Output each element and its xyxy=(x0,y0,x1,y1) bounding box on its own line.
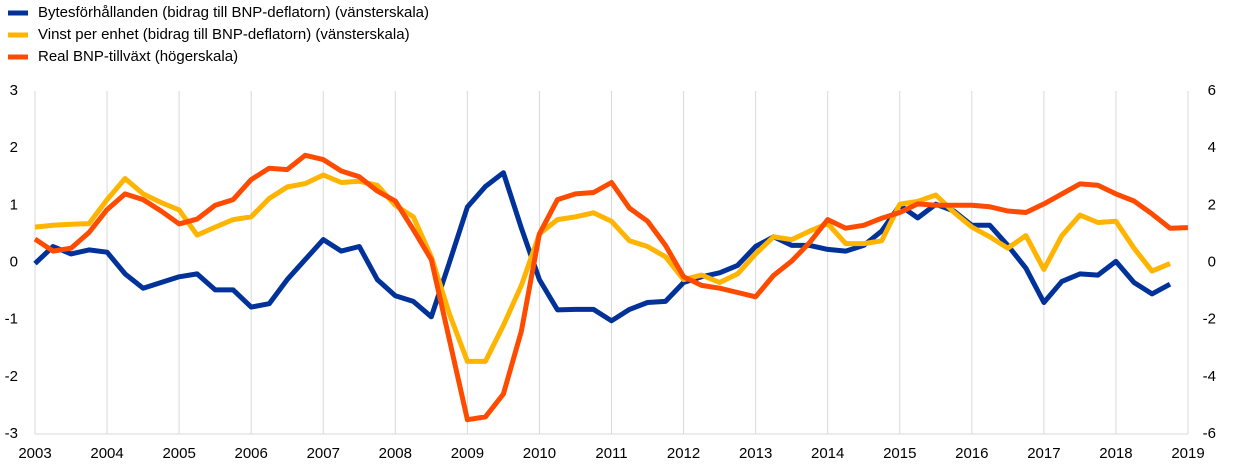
legend-label: Vinst per enhet (bidrag till BNP-deflato… xyxy=(38,26,410,43)
y2-tick-label: -6 xyxy=(1203,425,1216,442)
x-tick-label: 2012 xyxy=(667,445,700,462)
y-tick-label: -1 xyxy=(5,311,18,328)
x-tick-label: 2013 xyxy=(739,445,772,462)
y-tick-label: 1 xyxy=(10,196,18,213)
y-tick-label: -2 xyxy=(5,368,18,385)
x-tick-label: 2019 xyxy=(1171,445,1204,462)
y2-tick-label: -4 xyxy=(1203,368,1216,385)
legend-label: Real BNP-tillväxt (högerskala) xyxy=(38,48,238,65)
y2-tick-label: 0 xyxy=(1208,253,1216,270)
series-line xyxy=(33,152,1189,423)
y-tick-label: -3 xyxy=(5,425,18,442)
x-tick-label: 2014 xyxy=(811,445,844,462)
y2-tick-label: 2 xyxy=(1208,196,1216,213)
series-line xyxy=(33,170,1172,324)
x-tick-label: 2004 xyxy=(90,445,123,462)
x-tick-label: 2015 xyxy=(883,445,916,462)
x-tick-label: 2008 xyxy=(379,445,412,462)
x-tick-label: 2017 xyxy=(1027,445,1060,462)
y2-tick-label: 6 xyxy=(1208,82,1216,99)
x-tick-label: 2007 xyxy=(307,445,340,462)
legend-label: Bytesförhållanden (bidrag till BNP-defla… xyxy=(38,4,429,21)
x-tick-label: 2018 xyxy=(1099,445,1132,462)
x-tick-label: 2016 xyxy=(955,445,988,462)
series-line xyxy=(34,172,1171,364)
x-tick-label: 2009 xyxy=(451,445,484,462)
x-tick-label: 2006 xyxy=(235,445,268,462)
y2-tick-label: -2 xyxy=(1203,311,1216,328)
x-tick-label: 2003 xyxy=(18,445,51,462)
x-tick-label: 2011 xyxy=(595,445,627,462)
y2-tick-label: 4 xyxy=(1208,139,1216,156)
y-tick-label: 2 xyxy=(10,139,18,156)
x-tick-label: 2005 xyxy=(162,445,195,462)
y-tick-label: 3 xyxy=(10,82,18,99)
x-tick-label: 2010 xyxy=(523,445,556,462)
y-tick-label: 0 xyxy=(10,253,18,270)
